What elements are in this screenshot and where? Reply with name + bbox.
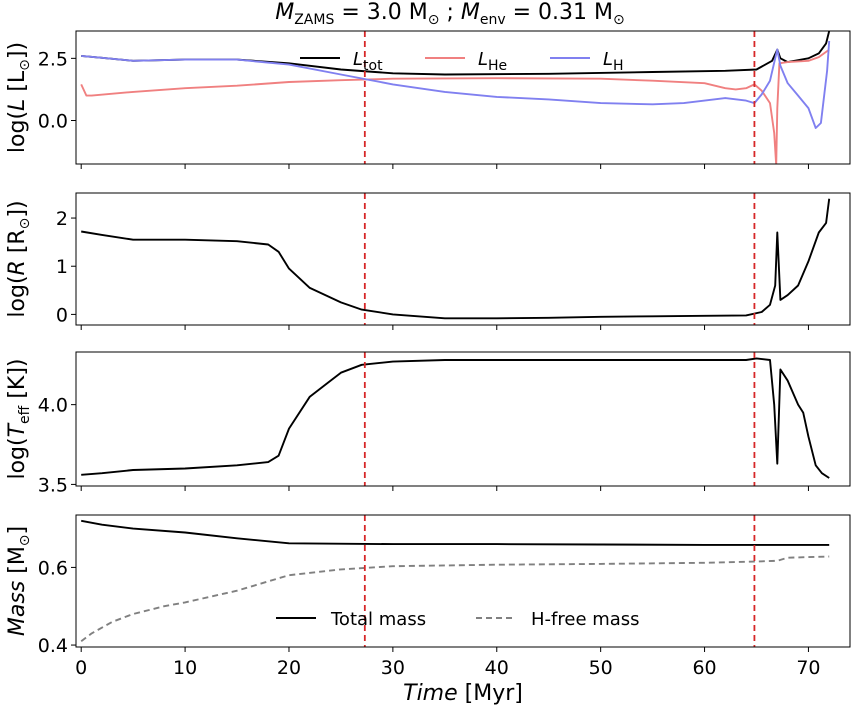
legend-mass: Total mass H-free mass: [276, 609, 640, 630]
chart-title: MZAMS = 3.0 M⊙ ; Menv = 0.31 M⊙: [275, 0, 625, 28]
legend-luminosity: Ltot LHe LH: [300, 49, 624, 74]
x-tick-label: 0: [75, 657, 87, 679]
y-tick-label: 0.4: [38, 635, 68, 657]
series-line-rad-0: [81, 198, 831, 320]
series-line-lum-0: [81, 31, 831, 76]
y-axis-label: Mass [M⊙]: [5, 526, 33, 636]
legend-label: H-free mass: [531, 609, 640, 630]
x-axis-label: Time [Myr]: [403, 681, 523, 706]
x-tick-label: 10: [173, 657, 197, 679]
y-tick-label: 0: [56, 304, 68, 326]
axes-frame: [75, 30, 851, 165]
x-tick-label: 40: [485, 657, 509, 679]
axes-frame: [75, 192, 851, 326]
legend-label: Total mass: [330, 609, 426, 630]
series-line-teff-0: [81, 357, 830, 479]
y-tick-label: 2.5: [38, 48, 68, 70]
series-line-mass-1: [80, 555, 830, 642]
axes-frame: [75, 514, 851, 648]
y-axis-label: log(Teff [K]): [5, 358, 33, 479]
x-tick-label: 50: [589, 657, 613, 679]
x-tick-label: 20: [277, 657, 301, 679]
legend-label: LHe: [478, 49, 507, 74]
y-tick-label: 1: [56, 256, 68, 278]
y-axis-label: log(L [L⊙]): [5, 42, 33, 153]
y-tick-label: 0.6: [38, 557, 68, 579]
legend-label: Ltot: [353, 49, 383, 74]
x-tick-label: 60: [692, 657, 716, 679]
y-tick-label: 2: [56, 208, 68, 230]
y-tick-label: 4.0: [38, 395, 68, 417]
series-line-lum-1: [80, 48, 830, 164]
y-tick-label: 3.5: [38, 474, 68, 496]
series-line-lum-2: [81, 40, 831, 129]
series-line-mass-0: [81, 519, 830, 546]
axes-frame: [75, 351, 851, 487]
x-tick-label: 70: [796, 657, 820, 679]
y-axis-label: log(R [R⊙]): [5, 200, 33, 317]
y-tick-label: 0.0: [38, 110, 68, 132]
panel-rad: 0 1 2 log(R [R⊙]): [5, 192, 851, 330]
panel-mass: 0.4 0.6 0 10 20 30 40 50 60 70 Mass [M⊙]: [5, 514, 851, 679]
x-tick-label: 30: [381, 657, 405, 679]
legend-label: LH: [603, 49, 624, 74]
